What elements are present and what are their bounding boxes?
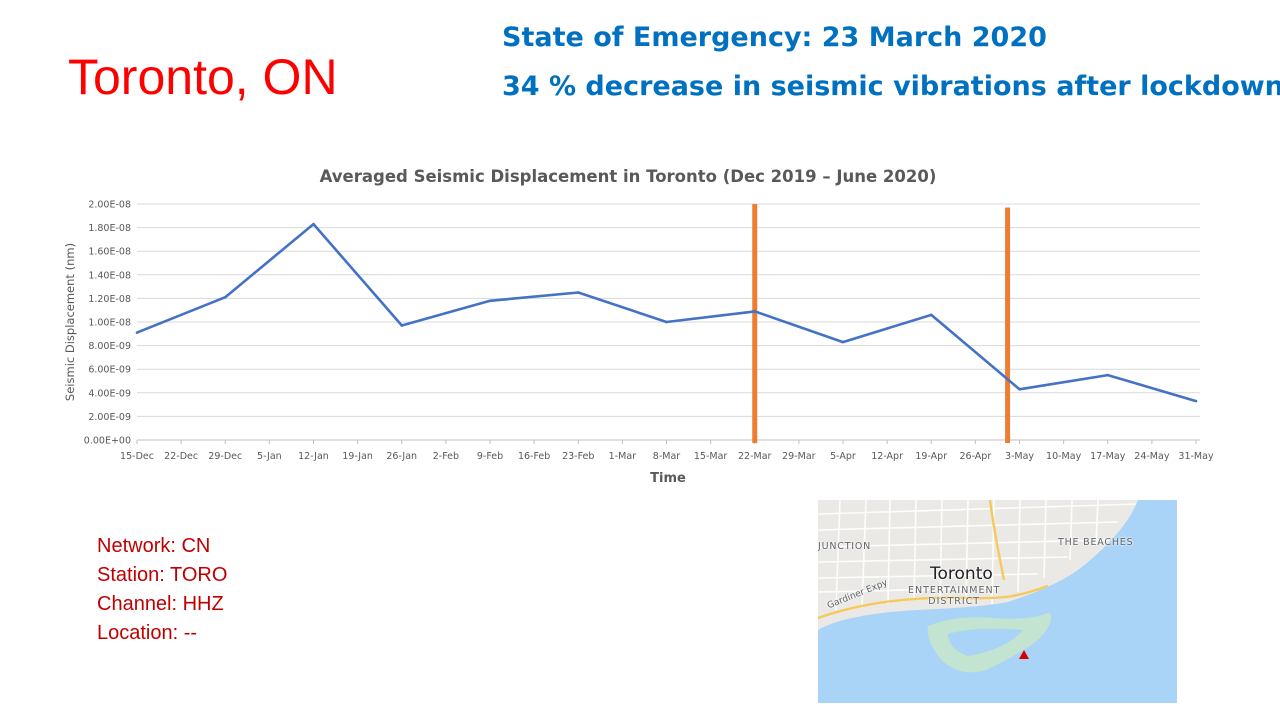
data-point <box>223 295 227 299</box>
y-tick-label: 6.00E-09 <box>88 365 131 376</box>
x-tick-label: 8-Mar <box>653 451 680 462</box>
x-tick-label: 2-Feb <box>433 451 459 462</box>
x-tick-label: 31-May <box>1178 451 1214 462</box>
y-axis-label: Seismic Displacement (nm) <box>63 243 77 401</box>
network-label: Network: CN <box>97 535 211 557</box>
x-tick-label: 5-Apr <box>830 451 856 462</box>
x-tick-label: 12-Jan <box>298 451 329 462</box>
x-tick-label: 5-Jan <box>257 451 282 462</box>
y-tick-label: 0.00E+00 <box>84 436 131 447</box>
data-point <box>1194 399 1198 403</box>
data-point <box>135 331 139 334</box>
emergency-headline: State of Emergency: 23 March 2020 <box>502 22 1047 53</box>
y-tick-label: 1.20E-08 <box>88 294 131 305</box>
map-label-district-line2: DISTRICT <box>928 596 981 607</box>
x-tick-label: 12-Apr <box>871 451 903 462</box>
x-tick-label: 15-Mar <box>694 451 728 462</box>
x-tick-label: 17-May <box>1090 451 1126 462</box>
map-label-district: ENTERTAINMENT DISTRICT <box>908 585 1000 607</box>
y-tick-label: 1.00E-08 <box>88 318 131 329</box>
city-title: Toronto, ON <box>68 49 338 105</box>
y-tick-label: 2.00E-09 <box>88 412 131 423</box>
y-tick-label: 8.00E-09 <box>88 341 131 352</box>
y-tick-label: 4.00E-09 <box>88 388 131 399</box>
x-tick-label: 15-Dec <box>120 451 154 462</box>
y-tick-label: 1.40E-08 <box>88 270 131 281</box>
x-tick-label: 9-Feb <box>477 451 503 462</box>
x-tick-label: 29-Mar <box>782 451 816 462</box>
chart-title: Averaged Seismic Displacement in Toronto… <box>320 167 937 186</box>
x-tick-label: 10-May <box>1046 451 1082 462</box>
y-tick-label: 1.60E-08 <box>88 247 131 258</box>
x-tick-label: 26-Apr <box>960 451 992 462</box>
x-tick-label: 22-Mar <box>738 451 772 462</box>
x-axis-label: Time <box>650 471 686 486</box>
data-point <box>312 222 315 226</box>
x-tick-label: 29-Dec <box>208 451 242 462</box>
x-tick-label: 1-Mar <box>609 451 636 462</box>
map-graphic <box>818 500 1177 703</box>
data-point <box>1018 387 1021 391</box>
toronto-map: JUNCTION THE BEACHES Toronto ENTERTAINME… <box>818 500 1177 703</box>
data-point <box>841 340 845 344</box>
x-tick-label: 24-May <box>1134 451 1170 462</box>
seismic-line-chart: Averaged Seismic Displacement in Toronto… <box>63 167 1214 486</box>
series-line <box>136 222 1197 403</box>
data-point <box>929 313 933 317</box>
channel-label: Channel: HHZ <box>97 593 224 615</box>
lake-ontario <box>818 500 1177 703</box>
map-label-junction: JUNCTION <box>818 541 872 552</box>
x-tick-label: 26-Jan <box>386 451 417 462</box>
x-tick-label: 23-Feb <box>562 451 594 462</box>
data-point <box>576 291 580 294</box>
location-label: Location: -- <box>97 622 198 644</box>
data-point <box>665 320 668 324</box>
data-point <box>1106 373 1110 377</box>
y-tick-label: 1.80E-08 <box>88 223 131 234</box>
x-tick-label: 16-Feb <box>518 451 550 462</box>
x-tick-label: 19-Jan <box>342 451 373 462</box>
map-label-city: Toronto <box>930 564 993 584</box>
station-marker-icon <box>1019 650 1029 659</box>
y-tick-label: 2.00E-08 <box>88 200 131 211</box>
x-tick-label: 19-Apr <box>915 451 947 462</box>
data-point <box>400 324 404 327</box>
x-tick-label: 22-Dec <box>164 451 198 462</box>
station-info: Network: CN Station: TORO Channel: HHZ L… <box>97 532 227 648</box>
x-tick-label: 3-May <box>1005 451 1034 462</box>
map-label-beaches: THE BEACHES <box>1058 537 1134 548</box>
map-label-district-line1: ENTERTAINMENT <box>908 585 1001 596</box>
station-label: Station: TORO <box>97 564 228 586</box>
data-point <box>753 310 757 313</box>
decrease-headline: 34 % decrease in seismic vibrations afte… <box>502 71 1280 102</box>
data-point <box>488 299 492 303</box>
